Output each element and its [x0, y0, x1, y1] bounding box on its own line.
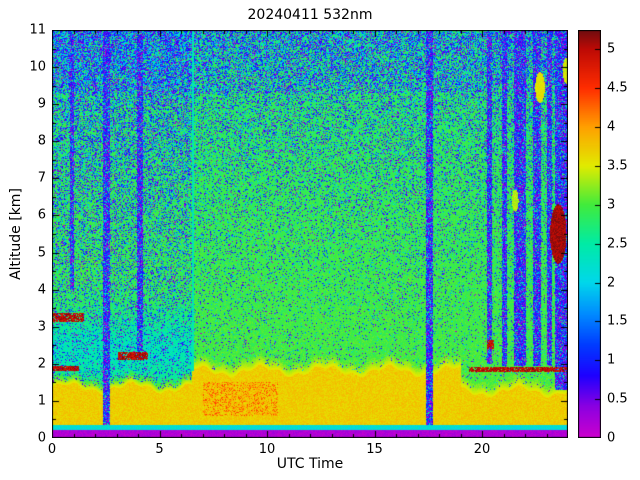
colorbar-tick-label: 0 [607, 430, 616, 446]
colorbar-canvas [578, 30, 601, 438]
colorbar-tick-label: 5 [607, 41, 616, 57]
x-tick-label: 15 [366, 442, 383, 457]
y-tick-label: 5 [37, 245, 46, 261]
x-tick-label: 5 [155, 442, 164, 457]
y-tick-label: 8 [37, 133, 46, 149]
y-axis-label: Altitude [km] [8, 188, 24, 280]
colorbar-tick-label: 4.5 [607, 80, 628, 96]
y-tick-label: 6 [37, 207, 46, 223]
y-tick-label: 4 [37, 282, 46, 298]
y-tick-label: 7 [37, 170, 46, 186]
colorbar-tick-label: 3.5 [607, 158, 628, 174]
y-tick-label: 3 [37, 319, 46, 335]
y-tick-label: 10 [29, 59, 46, 75]
x-tick-label: 0 [47, 442, 57, 457]
x-axis-label: UTC Time [276, 456, 344, 472]
x-tick-label: 20 [473, 442, 491, 457]
colorbar-tick-label: 3 [607, 197, 616, 213]
heatmap-canvas [52, 30, 568, 438]
y-tick-label: 9 [37, 96, 46, 112]
colorbar-tick-label: 2 [607, 275, 616, 291]
y-tick-label: 2 [37, 356, 46, 372]
y-tick-label: 11 [29, 22, 46, 38]
x-tick-label: 10 [258, 442, 276, 457]
plot-area [52, 30, 568, 438]
chart-title: 20240411 532nm [247, 7, 373, 23]
colorbar [578, 30, 601, 438]
colorbar-tick-label: 1 [607, 352, 616, 368]
colorbar-tick-label: 4 [607, 119, 616, 135]
colorbar-tick-label: 1.5 [607, 313, 628, 329]
colorbar-tick-label: 0.5 [607, 391, 628, 407]
colorbar-tick-label: 2.5 [607, 236, 628, 252]
y-tick-label: 1 [37, 393, 46, 409]
y-tick-label: 0 [37, 430, 46, 446]
